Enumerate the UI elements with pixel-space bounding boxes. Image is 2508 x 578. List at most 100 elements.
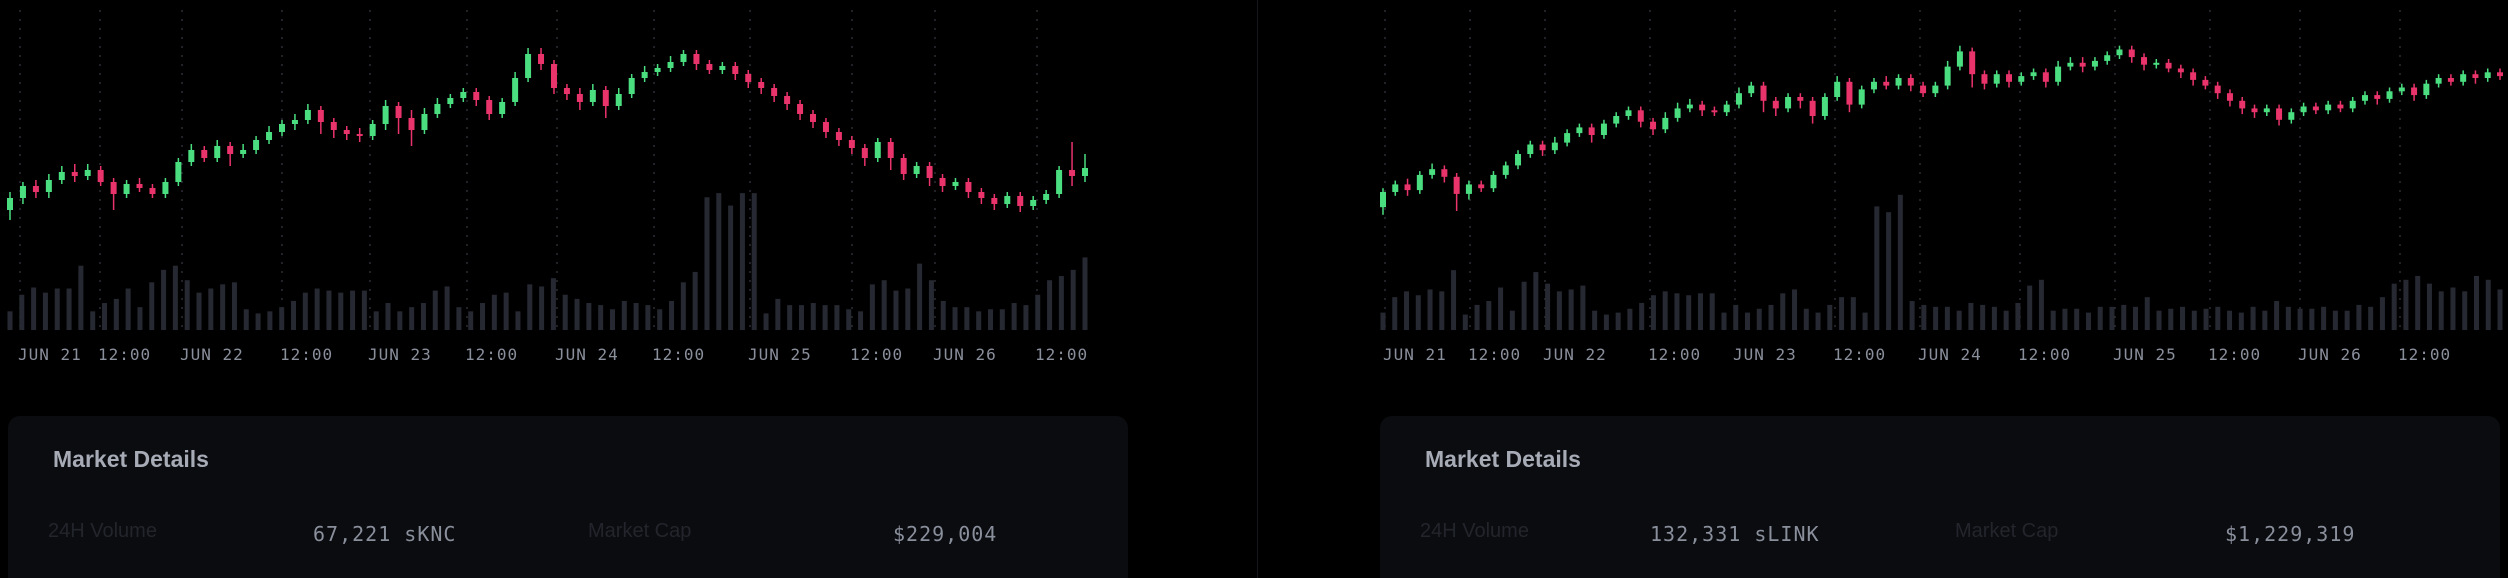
candle <box>563 84 570 100</box>
candle <box>1785 93 1792 113</box>
market-details-title: Market Details <box>1425 446 1581 472</box>
candle <box>7 192 13 220</box>
candle <box>1082 154 1088 182</box>
candle <box>693 50 700 70</box>
volume-bar <box>491 294 497 330</box>
x-tick-label: 12:00 <box>2208 345 2261 364</box>
volume-bar <box>1580 285 1586 330</box>
volume-bar <box>302 292 308 330</box>
volume-bar <box>775 298 781 330</box>
market-cap-label: Market Cap <box>1955 520 2059 542</box>
volume-bar <box>1047 280 1053 330</box>
candle <box>1735 87 1742 109</box>
volume-bar <box>2227 310 2233 330</box>
candle <box>641 66 648 82</box>
candle <box>1662 112 1669 134</box>
candle <box>227 142 234 166</box>
volume-bar <box>1415 295 1421 330</box>
candle <box>1907 74 1914 92</box>
volume-bar <box>2144 297 2150 330</box>
candle <box>2067 57 2074 71</box>
market-cap-label: Market Cap <box>588 520 692 542</box>
candle <box>2435 74 2442 88</box>
candle <box>1748 81 1755 97</box>
market-details-card: Market Details 24H Volume 132,331 sLINK … <box>1380 416 2500 578</box>
candle <box>1588 123 1595 143</box>
candle <box>408 110 415 146</box>
candle <box>1043 190 1050 204</box>
candle <box>1834 76 1841 101</box>
volume-bar <box>2156 310 2162 330</box>
price-chart[interactable]: JUN 21 12:00 JUN 22 12:00 JUN 23 12:00 JUN 24 1… <box>1258 0 2503 380</box>
volume-bar <box>1980 304 1986 330</box>
market-details-title: Market Details <box>53 446 209 472</box>
candle <box>253 136 260 154</box>
volume-bar <box>54 288 60 330</box>
x-tick-label: JUN 26 <box>933 345 997 364</box>
candle <box>2104 51 2111 65</box>
volume-bar <box>1082 257 1088 330</box>
volume-bar <box>763 313 769 330</box>
volume-bar <box>893 290 899 330</box>
volume-bar <box>2297 308 2303 330</box>
candle <box>382 100 389 130</box>
x-tick-label: JUN 25 <box>748 345 812 364</box>
candle <box>913 162 920 178</box>
volume-bar <box>1709 293 1715 330</box>
candle <box>1981 70 1988 90</box>
candle <box>2006 70 2013 88</box>
candle <box>771 84 778 102</box>
volume-bar <box>1404 291 1410 330</box>
price-chart[interactable]: JUN 21 12:00 JUN 22 12:00 JUN 23 12:00 JUN 24 1… <box>0 0 1150 380</box>
candle <box>2447 74 2454 86</box>
candle <box>2030 68 2037 80</box>
volume-bar <box>669 300 675 330</box>
volume-bar <box>1427 289 1433 330</box>
volume-bar <box>291 300 297 330</box>
volume-bar <box>1462 314 1468 330</box>
volume-bar <box>1521 281 1527 330</box>
volume-bar <box>42 292 48 330</box>
market-cap-value: $1,229,319 <box>2225 522 2356 546</box>
candle <box>1772 97 1779 116</box>
candle <box>965 178 972 198</box>
candle <box>45 174 52 198</box>
candle <box>978 188 985 204</box>
volume-bar <box>326 290 332 330</box>
volume-bar <box>787 305 793 330</box>
candle <box>550 60 557 94</box>
candle <box>2312 102 2319 115</box>
candle <box>2361 91 2368 105</box>
x-tick-label: 12:00 <box>98 345 151 364</box>
volume-bar <box>858 311 864 330</box>
volume-bar <box>480 303 486 330</box>
candle <box>1404 178 1411 196</box>
volume-bar <box>19 294 25 330</box>
candle <box>214 140 221 162</box>
candle <box>1944 60 1951 90</box>
volume-bar <box>1380 312 1386 330</box>
candle <box>1392 180 1399 196</box>
candle <box>1858 85 1865 109</box>
volume-bar <box>137 307 143 330</box>
volume-bar <box>739 193 745 330</box>
candle <box>136 178 143 192</box>
candle <box>447 94 454 108</box>
volume-label: 24H Volume <box>1420 520 1529 542</box>
volume-bar <box>1058 276 1064 330</box>
candle <box>1017 192 1024 212</box>
candle <box>1969 47 1976 88</box>
market-cap-value: $229,004 <box>893 522 998 546</box>
x-tick-label: 12:00 <box>1468 345 1521 364</box>
candle <box>926 162 933 186</box>
volume-bar <box>184 280 190 330</box>
candle <box>1760 81 1767 113</box>
volume-bar <box>798 305 804 330</box>
volume-bar <box>2309 308 2315 330</box>
candle <box>1453 173 1460 211</box>
candle <box>2055 60 2062 86</box>
volume-bar <box>751 193 757 330</box>
candle <box>149 184 156 198</box>
candle <box>84 164 91 180</box>
candle <box>900 154 907 180</box>
